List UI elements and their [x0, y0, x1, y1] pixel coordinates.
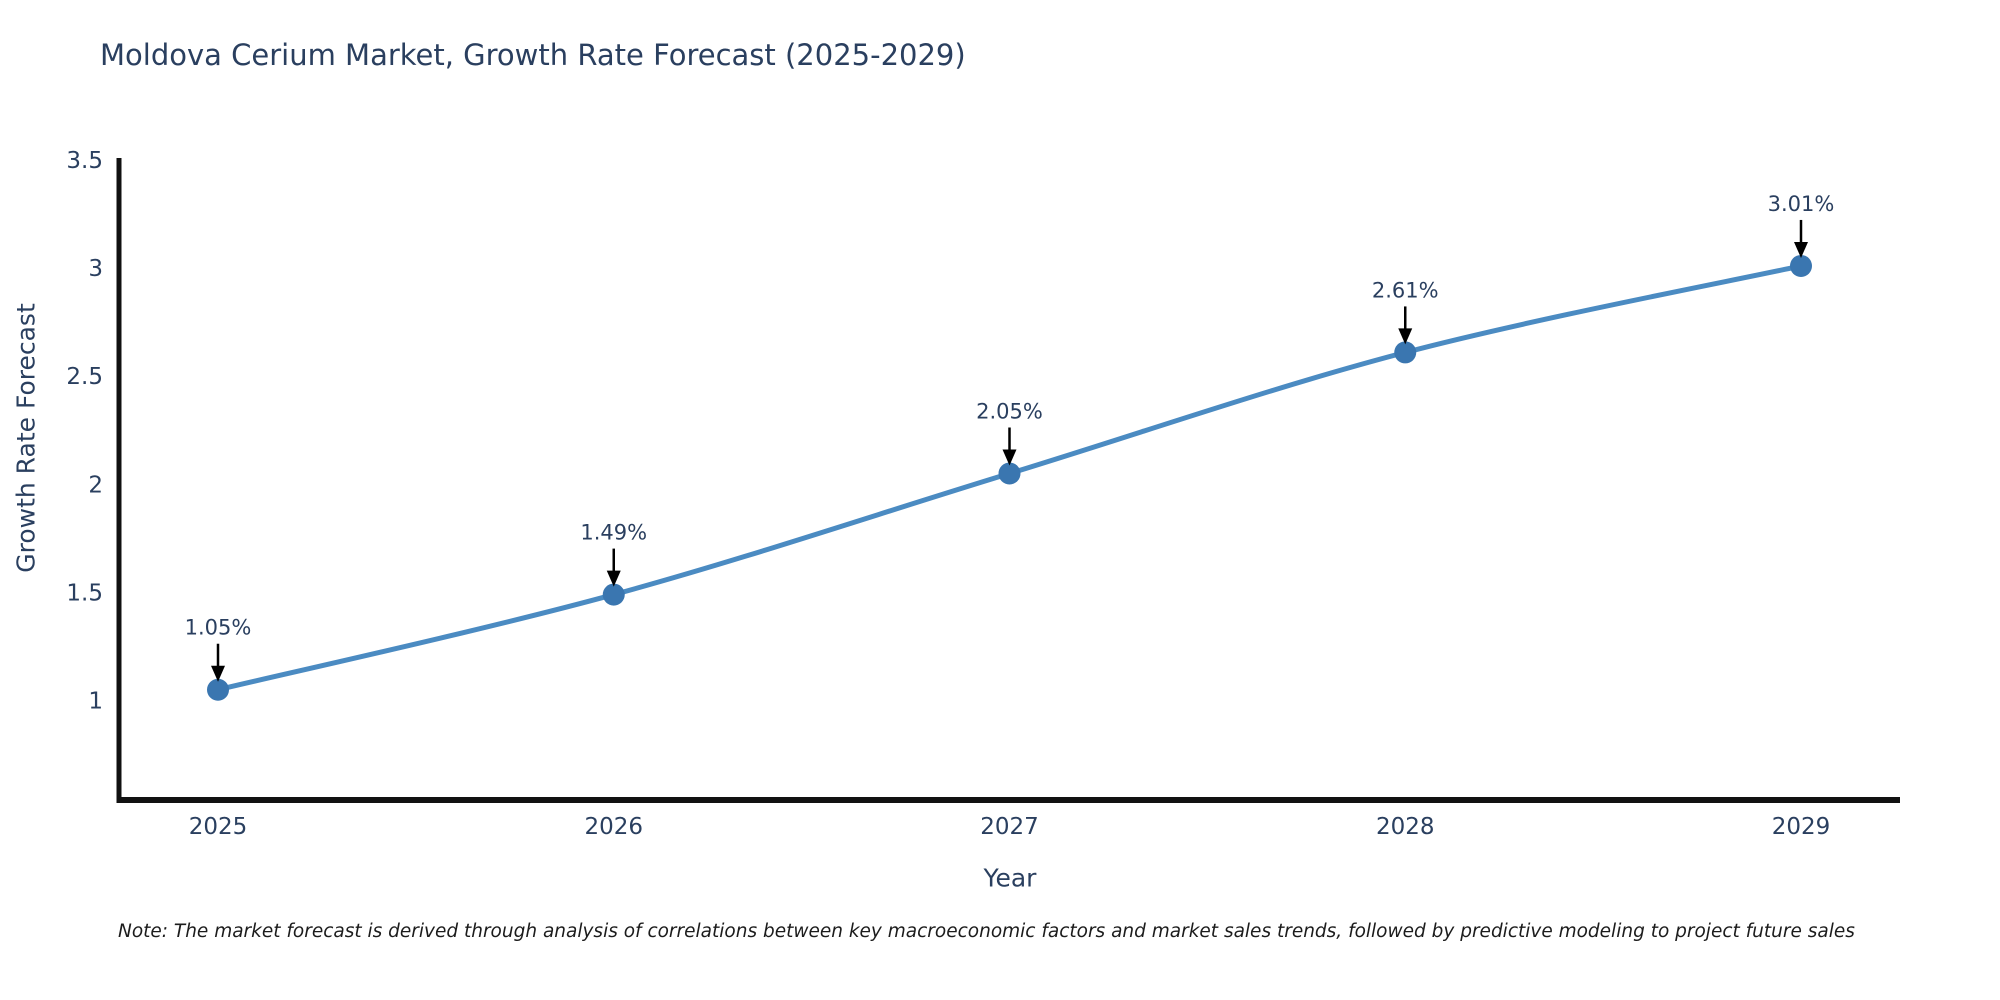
chart-title: Moldova Cerium Market, Growth Rate Forec… [100, 38, 966, 72]
annotation-label: 1.49% [580, 521, 647, 545]
x-axis-title: Year [983, 863, 1037, 893]
annotation-arrow-head [606, 570, 621, 587]
footnote-text: Note: The market forecast is derived thr… [118, 921, 1855, 942]
x-tick-label: 2027 [980, 814, 1039, 840]
x-tick-label: 2029 [1772, 814, 1831, 840]
annotation-label: 2.61% [1372, 278, 1439, 302]
x-tick-label: 2025 [189, 814, 248, 840]
annotation-arrow-head [1398, 328, 1413, 345]
annotation-arrow-head [1794, 241, 1808, 258]
y-tick-label: 3 [88, 256, 103, 282]
data-point-marker[interactable] [602, 583, 625, 606]
y-tick-label: 1.5 [66, 580, 103, 606]
y-tick-label: 2.5 [66, 364, 103, 390]
data-point-marker[interactable] [1394, 341, 1417, 364]
data-point-marker[interactable] [207, 678, 229, 701]
y-tick-label: 2 [88, 472, 103, 498]
y-tick-label: 1 [88, 689, 103, 715]
annotation-label: 1.05% [185, 616, 252, 640]
annotation-label: 2.05% [976, 400, 1043, 424]
data-point-marker[interactable] [998, 462, 1021, 485]
annotation-arrow-head [211, 665, 225, 682]
annotation-label: 3.01% [1768, 192, 1835, 216]
x-tick-label: 2026 [584, 814, 643, 840]
data-point-marker[interactable] [1790, 254, 1812, 277]
y-tick-label: 3.5 [66, 148, 103, 174]
annotation-arrow-head [1002, 449, 1017, 466]
x-tick-label: 2028 [1376, 814, 1435, 840]
